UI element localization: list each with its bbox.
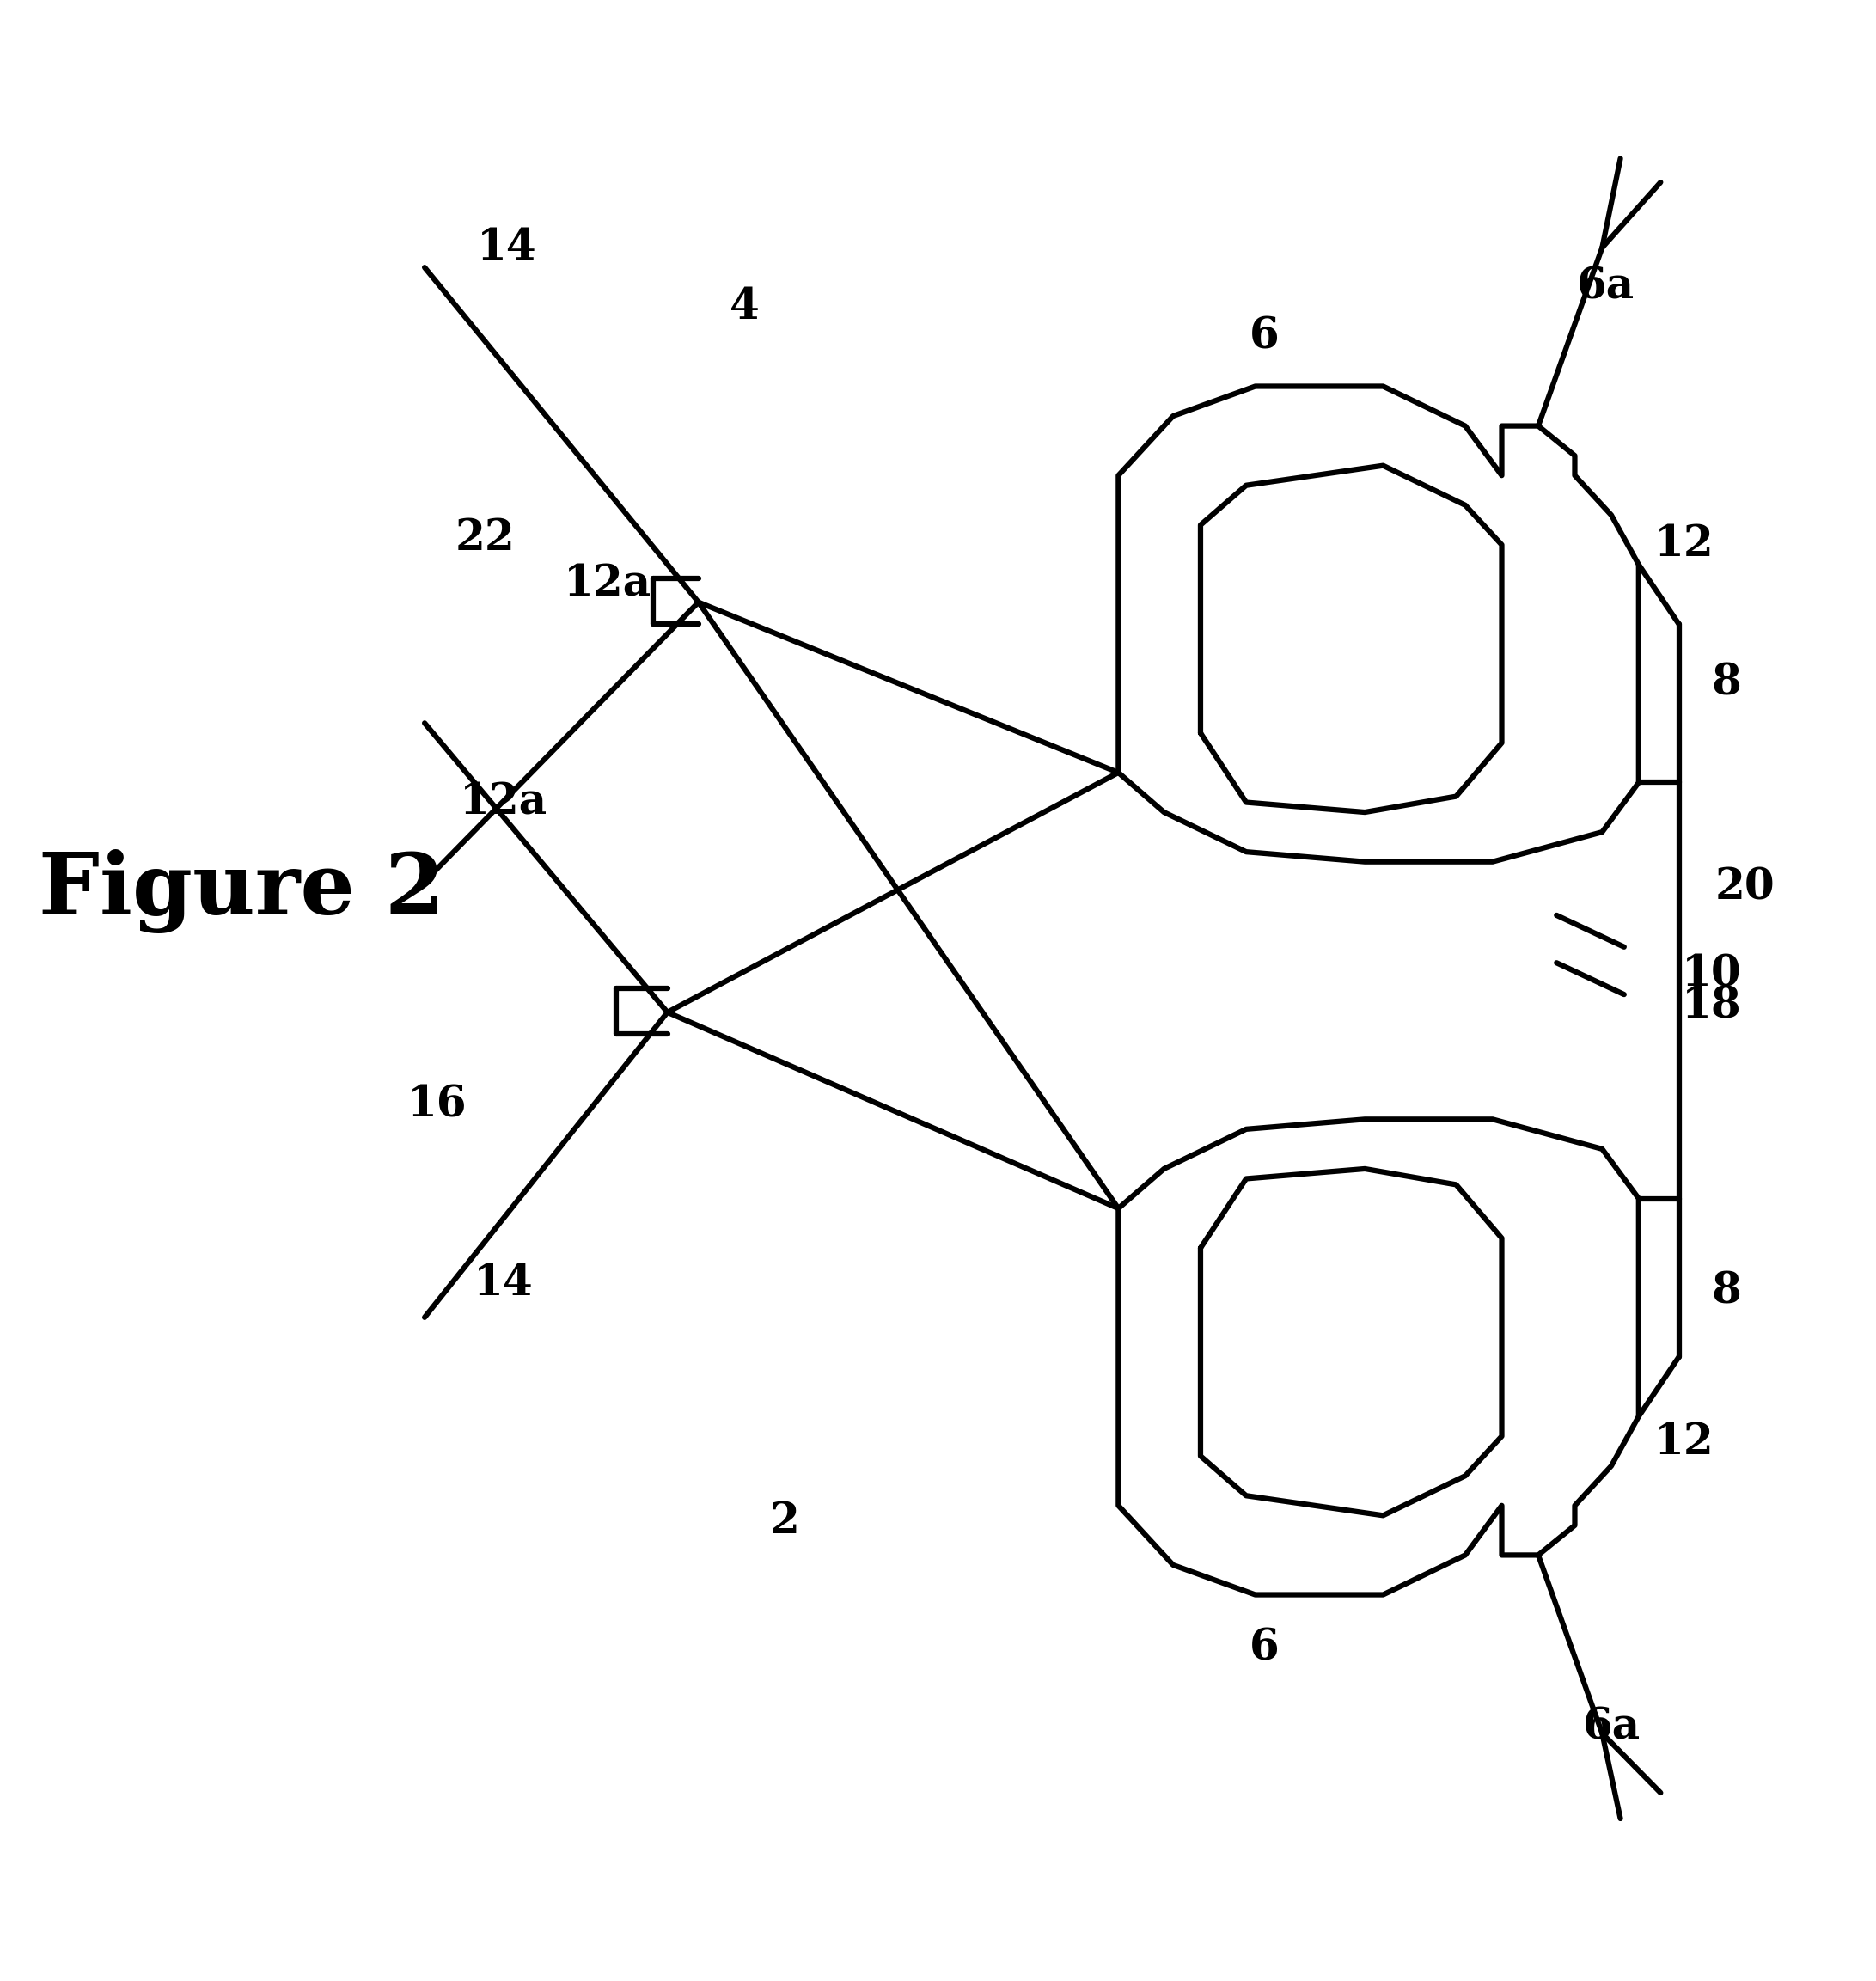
Text: 2: 2 (769, 1500, 799, 1543)
Text: 20: 20 (1715, 866, 1775, 909)
Text: 6a: 6a (1578, 265, 1634, 309)
Text: 18: 18 (1681, 985, 1741, 1028)
Text: Figure 2: Figure 2 (39, 850, 445, 933)
Text: 12a: 12a (460, 781, 548, 824)
Text: 22: 22 (454, 517, 514, 561)
Text: 12: 12 (1655, 523, 1715, 567)
Text: 14: 14 (477, 226, 537, 269)
Text: 4: 4 (730, 285, 760, 329)
Text: 6: 6 (1249, 1626, 1279, 1670)
Text: 12: 12 (1655, 1420, 1715, 1464)
Text: 6: 6 (1249, 315, 1279, 359)
Text: 16: 16 (407, 1084, 467, 1127)
Text: 10: 10 (1681, 953, 1741, 996)
Text: 8: 8 (1711, 1270, 1741, 1313)
Text: 12a: 12a (563, 563, 651, 606)
Text: 8: 8 (1711, 662, 1741, 705)
Text: 14: 14 (473, 1262, 533, 1305)
Text: 6a: 6a (1583, 1706, 1640, 1749)
